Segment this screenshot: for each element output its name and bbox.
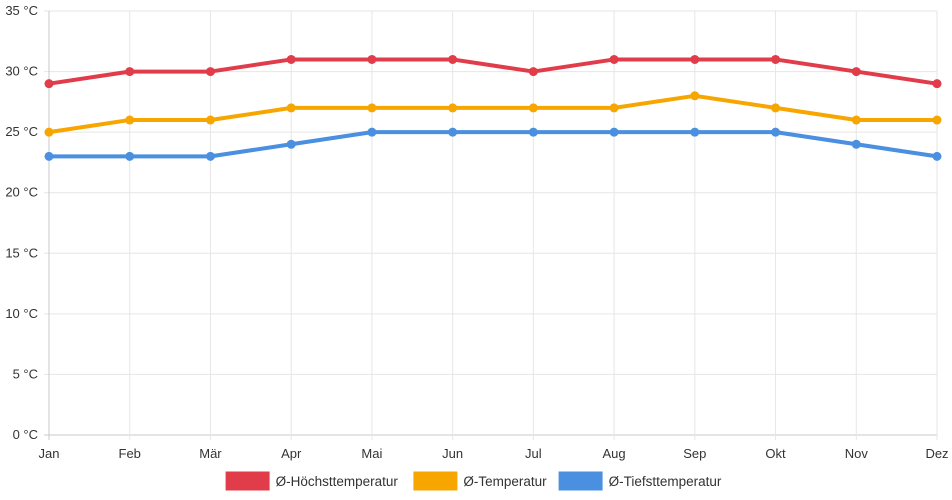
- series-layer: [44, 54, 942, 161]
- data-point[interactable]: [851, 67, 861, 77]
- legend-item[interactable]: Ø-Temperatur: [413, 471, 547, 491]
- series-group: [44, 54, 942, 89]
- data-point[interactable]: [690, 91, 700, 101]
- data-point[interactable]: [771, 103, 781, 113]
- data-point[interactable]: [367, 127, 377, 137]
- data-point[interactable]: [286, 54, 296, 64]
- legend-swatch: [558, 471, 603, 491]
- y-tick-label: 20 °C: [5, 185, 38, 200]
- data-point[interactable]: [44, 127, 54, 137]
- data-point[interactable]: [528, 103, 538, 113]
- y-tick-label: 15 °C: [5, 245, 38, 260]
- y-tick-label: 30 °C: [5, 64, 38, 79]
- data-point[interactable]: [851, 139, 861, 149]
- data-point[interactable]: [609, 103, 619, 113]
- legend-label: Ø-Temperatur: [463, 474, 547, 489]
- data-point[interactable]: [932, 79, 942, 89]
- y-tick-label: 25 °C: [5, 124, 38, 139]
- data-point[interactable]: [205, 151, 215, 161]
- data-point[interactable]: [932, 115, 942, 125]
- x-tick-label: Nov: [845, 446, 869, 461]
- y-tick-label: 10 °C: [5, 306, 38, 321]
- legend-item[interactable]: Ø-Tiefsttemperatur: [558, 471, 722, 491]
- data-point[interactable]: [125, 115, 135, 125]
- series-group: [44, 91, 942, 137]
- y-tick-label: 5 °C: [13, 366, 38, 381]
- data-point[interactable]: [448, 127, 458, 137]
- x-tick-label: Aug: [603, 446, 626, 461]
- x-tick-label: Okt: [765, 446, 786, 461]
- data-point[interactable]: [690, 127, 700, 137]
- data-point[interactable]: [771, 127, 781, 137]
- legend-item[interactable]: Ø-Höchsttemperatur: [225, 471, 399, 491]
- data-point[interactable]: [205, 67, 215, 77]
- series-line: [47, 130, 939, 159]
- legend-swatch: [225, 471, 270, 491]
- x-tick-label: Jul: [525, 446, 542, 461]
- data-point[interactable]: [125, 151, 135, 161]
- legend-label: Ø-Tiefsttemperatur: [609, 474, 722, 489]
- series-line: [47, 57, 939, 86]
- data-point[interactable]: [125, 67, 135, 77]
- axis-layer: 0 °C 5 °C 10 °C 15 °C 20 °C 25 °C 30 °C 35 °C Ja…: [5, 3, 948, 461]
- data-point[interactable]: [690, 54, 700, 64]
- series-group: [44, 127, 942, 161]
- y-tick-label: 35 °C: [5, 3, 38, 18]
- data-point[interactable]: [44, 79, 54, 89]
- y-tick-label: 0 °C: [13, 427, 38, 442]
- data-point[interactable]: [448, 54, 458, 64]
- grid-layer: [44, 10, 938, 440]
- legend-swatch: [413, 471, 458, 491]
- data-point[interactable]: [932, 151, 942, 161]
- x-tick-label: Jan: [39, 446, 60, 461]
- legend[interactable]: Ø-Höchsttemperatur Ø-Temperatur Ø-Tiefstte…: [225, 471, 722, 491]
- x-tick-label: Sep: [683, 446, 706, 461]
- data-point[interactable]: [448, 103, 458, 113]
- x-tick-label: Feb: [119, 446, 141, 461]
- data-point[interactable]: [609, 54, 619, 64]
- data-point[interactable]: [286, 103, 296, 113]
- data-point[interactable]: [367, 103, 377, 113]
- data-point[interactable]: [609, 127, 619, 137]
- data-point[interactable]: [771, 54, 781, 64]
- legend-label: Ø-Höchsttemperatur: [276, 474, 399, 489]
- data-point[interactable]: [851, 115, 861, 125]
- data-point[interactable]: [44, 151, 54, 161]
- data-point[interactable]: [205, 115, 215, 125]
- data-point[interactable]: [367, 54, 377, 64]
- data-point[interactable]: [286, 139, 296, 149]
- data-point[interactable]: [528, 127, 538, 137]
- series-line: [47, 93, 939, 135]
- data-point[interactable]: [528, 67, 538, 77]
- x-tick-label: Dez: [925, 446, 948, 461]
- x-tick-label: Jun: [442, 446, 463, 461]
- x-tick-label: Apr: [281, 446, 302, 461]
- x-tick-label: Mai: [361, 446, 382, 461]
- x-tick-label: Mär: [199, 446, 222, 461]
